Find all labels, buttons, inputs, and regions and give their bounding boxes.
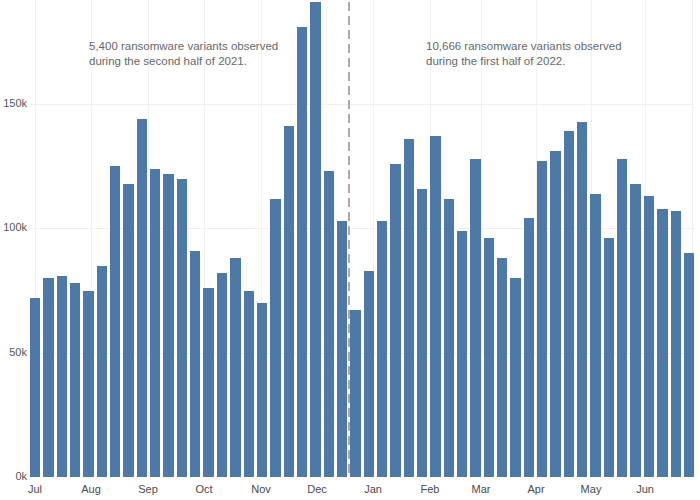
bar-46[interactable] — [630, 184, 640, 477]
x-tick-mar: Mar — [459, 483, 503, 495]
bar-series — [30, 0, 694, 477]
x-tick-oct: Oct — [182, 483, 226, 495]
ransomware-variants-bar-chart: 0k 50k 100k 150k Jul Aug Sep Oct Nov Dec Jan Feb Ma… — [0, 0, 700, 500]
bar-30[interactable] — [417, 189, 427, 477]
annotation-second-half-2021: 5,400 ransomware variants observed durin… — [89, 39, 319, 69]
bar-9[interactable] — [137, 119, 147, 477]
bar-18[interactable] — [257, 303, 267, 477]
annotation-line: during the first half of 2022. — [426, 55, 565, 67]
bar-19[interactable] — [270, 199, 280, 477]
annotation-first-half-2022: 10,666 ransomware variants observed duri… — [426, 39, 656, 69]
x-tick-feb: Feb — [408, 483, 452, 495]
x-tick-jun: Jun — [623, 483, 667, 495]
bar-45[interactable] — [617, 159, 627, 477]
bar-8[interactable] — [123, 184, 133, 477]
bar-36[interactable] — [497, 258, 507, 477]
bar-22[interactable] — [310, 2, 320, 477]
y-tick-50k: 50k — [0, 346, 27, 359]
bar-27[interactable] — [377, 221, 387, 477]
bar-26[interactable] — [364, 271, 374, 477]
bar-12[interactable] — [177, 179, 187, 477]
x-tick-jul: Jul — [13, 483, 57, 495]
bar-40[interactable] — [550, 151, 560, 477]
bar-21[interactable] — [297, 27, 307, 477]
bar-24[interactable] — [337, 221, 347, 477]
bar-34[interactable] — [470, 159, 480, 477]
bar-10[interactable] — [150, 169, 160, 477]
bar-49[interactable] — [671, 211, 681, 477]
bar-48[interactable] — [657, 209, 667, 477]
bar-43[interactable] — [590, 194, 600, 477]
annotation-line: during the second half of 2021. — [89, 55, 247, 67]
bar-11[interactable] — [163, 174, 173, 477]
x-tick-aug: Aug — [69, 483, 113, 495]
bar-17[interactable] — [244, 291, 254, 477]
bar-14[interactable] — [203, 288, 213, 477]
bar-39[interactable] — [537, 161, 547, 477]
y-tick-100k: 100k — [0, 221, 27, 234]
x-tick-jan: Jan — [351, 483, 395, 495]
bar-41[interactable] — [564, 131, 574, 477]
annotation-line: 5,400 ransomware variants observed — [89, 40, 278, 52]
x-tick-nov: Nov — [239, 483, 283, 495]
bar-38[interactable] — [524, 218, 534, 477]
bar-44[interactable] — [604, 238, 614, 477]
bar-20[interactable] — [284, 126, 294, 477]
bar-25[interactable] — [350, 310, 360, 477]
bar-3[interactable] — [57, 276, 67, 477]
x-tick-dec: Dec — [295, 483, 339, 495]
annotation-line: 10,666 ransomware variants observed — [426, 40, 622, 52]
x-tick-may: May — [569, 483, 613, 495]
bar-33[interactable] — [457, 231, 467, 477]
x-tick-sep: Sep — [126, 483, 170, 495]
plot-area — [30, 0, 694, 477]
y-tick-0k: 0k — [0, 470, 27, 483]
bar-1[interactable] — [30, 298, 40, 477]
bar-28[interactable] — [390, 164, 400, 477]
bar-23[interactable] — [324, 171, 334, 477]
bar-31[interactable] — [430, 136, 440, 477]
bar-16[interactable] — [230, 258, 240, 477]
bar-5[interactable] — [83, 291, 93, 477]
bar-50[interactable] — [684, 253, 694, 477]
y-tick-150k: 150k — [0, 97, 27, 110]
bar-6[interactable] — [97, 266, 107, 477]
bar-35[interactable] — [484, 238, 494, 477]
bar-7[interactable] — [110, 166, 120, 477]
half-year-divider-dashed-line — [348, 2, 350, 477]
bar-47[interactable] — [644, 196, 654, 477]
bar-13[interactable] — [190, 251, 200, 477]
bar-15[interactable] — [217, 273, 227, 477]
bar-42[interactable] — [577, 122, 587, 477]
bar-37[interactable] — [510, 278, 520, 477]
bar-29[interactable] — [404, 139, 414, 477]
bar-32[interactable] — [444, 199, 454, 477]
bar-2[interactable] — [43, 278, 53, 477]
x-tick-apr: Apr — [514, 483, 558, 495]
bar-4[interactable] — [70, 283, 80, 477]
